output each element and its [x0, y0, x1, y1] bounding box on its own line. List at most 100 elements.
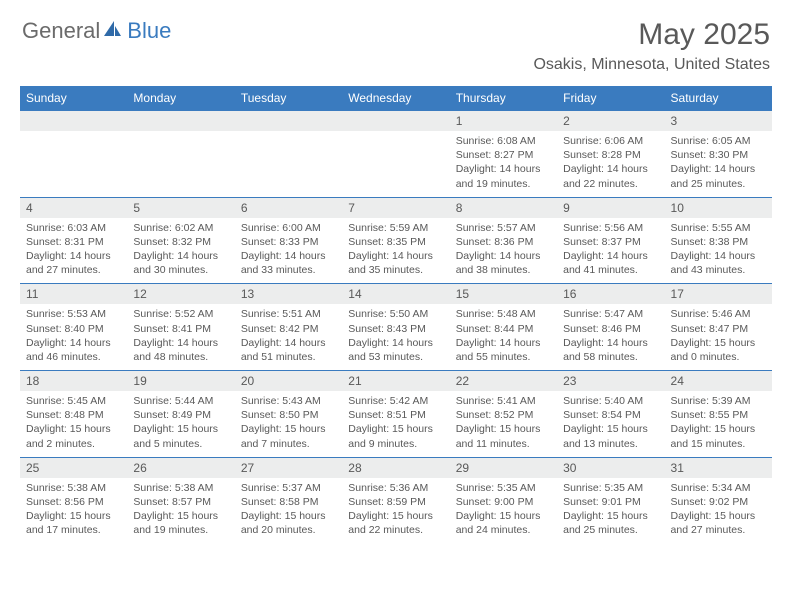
day-detail: Sunrise: 5:44 AMSunset: 8:49 PMDaylight:… [127, 391, 234, 457]
sunset-text: Sunset: 8:41 PM [133, 322, 228, 336]
sunrise-text: Sunrise: 5:37 AM [241, 481, 336, 495]
header: General Blue May 2025 Osakis, Minnesota,… [0, 0, 792, 78]
day-number: 23 [557, 371, 664, 391]
calendar-week-row: 18Sunrise: 5:45 AMSunset: 8:48 PMDayligh… [20, 371, 772, 458]
sunset-text: Sunset: 8:33 PM [241, 235, 336, 249]
calendar-day-cell: 3Sunrise: 6:05 AMSunset: 8:30 PMDaylight… [665, 111, 772, 198]
day-detail: Sunrise: 5:48 AMSunset: 8:44 PMDaylight:… [450, 304, 557, 370]
location-label: Osakis, Minnesota, United States [533, 56, 770, 74]
daylight-text-1: Daylight: 15 hours [671, 509, 766, 523]
day-detail: Sunrise: 6:00 AMSunset: 8:33 PMDaylight:… [235, 218, 342, 284]
day-detail: Sunrise: 6:03 AMSunset: 8:31 PMDaylight:… [20, 218, 127, 284]
sunrise-text: Sunrise: 5:44 AM [133, 394, 228, 408]
daylight-text-1: Daylight: 14 hours [133, 336, 228, 350]
daylight-text-1: Daylight: 15 hours [133, 509, 228, 523]
daylight-text-2: and 43 minutes. [671, 263, 766, 277]
day-number: 30 [557, 458, 664, 478]
daylight-text-2: and 7 minutes. [241, 437, 336, 451]
daylight-text-2: and 9 minutes. [348, 437, 443, 451]
day-number: 13 [235, 284, 342, 304]
logo: General Blue [22, 18, 171, 44]
calendar-day-cell: 27Sunrise: 5:37 AMSunset: 8:58 PMDayligh… [235, 457, 342, 543]
day-number: 31 [665, 458, 772, 478]
sunrise-text: Sunrise: 6:03 AM [26, 221, 121, 235]
daylight-text-1: Daylight: 14 hours [671, 249, 766, 263]
day-detail: Sunrise: 5:51 AMSunset: 8:42 PMDaylight:… [235, 304, 342, 370]
calendar-day-cell: 30Sunrise: 5:35 AMSunset: 9:01 PMDayligh… [557, 457, 664, 543]
calendar-day-cell: 22Sunrise: 5:41 AMSunset: 8:52 PMDayligh… [450, 371, 557, 458]
sunset-text: Sunset: 8:28 PM [563, 148, 658, 162]
day-detail: Sunrise: 5:35 AMSunset: 9:01 PMDaylight:… [557, 478, 664, 544]
sunset-text: Sunset: 8:43 PM [348, 322, 443, 336]
daylight-text-1: Daylight: 14 hours [26, 336, 121, 350]
day-number: 9 [557, 198, 664, 218]
daylight-text-2: and 19 minutes. [456, 177, 551, 191]
day-number: 7 [342, 198, 449, 218]
daylight-text-1: Daylight: 14 hours [563, 336, 658, 350]
sunset-text: Sunset: 8:58 PM [241, 495, 336, 509]
calendar-day-cell: 26Sunrise: 5:38 AMSunset: 8:57 PMDayligh… [127, 457, 234, 543]
day-detail: Sunrise: 5:39 AMSunset: 8:55 PMDaylight:… [665, 391, 772, 457]
day-detail: Sunrise: 5:37 AMSunset: 8:58 PMDaylight:… [235, 478, 342, 544]
daylight-text-1: Daylight: 15 hours [133, 422, 228, 436]
daylight-text-1: Daylight: 15 hours [26, 422, 121, 436]
daylight-text-2: and 55 minutes. [456, 350, 551, 364]
day-detail: Sunrise: 5:57 AMSunset: 8:36 PMDaylight:… [450, 218, 557, 284]
day-number: 4 [20, 198, 127, 218]
day-number: 25 [20, 458, 127, 478]
day-number: 20 [235, 371, 342, 391]
weekday-header-row: Sunday Monday Tuesday Wednesday Thursday… [20, 86, 772, 111]
calendar-day-cell: 10Sunrise: 5:55 AMSunset: 8:38 PMDayligh… [665, 197, 772, 284]
day-number: 3 [665, 111, 772, 131]
sunset-text: Sunset: 9:01 PM [563, 495, 658, 509]
day-detail: Sunrise: 5:53 AMSunset: 8:40 PMDaylight:… [20, 304, 127, 370]
daylight-text-1: Daylight: 14 hours [456, 336, 551, 350]
daylight-text-1: Daylight: 14 hours [563, 162, 658, 176]
calendar-day-cell: 14Sunrise: 5:50 AMSunset: 8:43 PMDayligh… [342, 284, 449, 371]
sunset-text: Sunset: 9:02 PM [671, 495, 766, 509]
day-detail: Sunrise: 6:05 AMSunset: 8:30 PMDaylight:… [665, 131, 772, 197]
calendar-day-cell: 5Sunrise: 6:02 AMSunset: 8:32 PMDaylight… [127, 197, 234, 284]
calendar-day-cell: 29Sunrise: 5:35 AMSunset: 9:00 PMDayligh… [450, 457, 557, 543]
sunrise-text: Sunrise: 5:50 AM [348, 307, 443, 321]
sunset-text: Sunset: 8:49 PM [133, 408, 228, 422]
day-number: 12 [127, 284, 234, 304]
sunrise-text: Sunrise: 5:35 AM [563, 481, 658, 495]
daylight-text-2: and 5 minutes. [133, 437, 228, 451]
day-detail: Sunrise: 5:47 AMSunset: 8:46 PMDaylight:… [557, 304, 664, 370]
calendar-week-row: 1Sunrise: 6:08 AMSunset: 8:27 PMDaylight… [20, 111, 772, 198]
calendar-day-cell: 8Sunrise: 5:57 AMSunset: 8:36 PMDaylight… [450, 197, 557, 284]
daylight-text-2: and 20 minutes. [241, 523, 336, 537]
daylight-text-2: and 25 minutes. [563, 523, 658, 537]
day-number: 22 [450, 371, 557, 391]
day-number: 2 [557, 111, 664, 131]
sunrise-text: Sunrise: 5:43 AM [241, 394, 336, 408]
sunset-text: Sunset: 8:57 PM [133, 495, 228, 509]
sunrise-text: Sunrise: 5:39 AM [671, 394, 766, 408]
sunrise-text: Sunrise: 5:41 AM [456, 394, 551, 408]
daylight-text-1: Daylight: 14 hours [348, 336, 443, 350]
daylight-text-2: and 25 minutes. [671, 177, 766, 191]
page-title: May 2025 [533, 18, 770, 52]
calendar-day-cell: 16Sunrise: 5:47 AMSunset: 8:46 PMDayligh… [557, 284, 664, 371]
day-number: 1 [450, 111, 557, 131]
day-detail: Sunrise: 5:40 AMSunset: 8:54 PMDaylight:… [557, 391, 664, 457]
day-number: 8 [450, 198, 557, 218]
daylight-text-1: Daylight: 14 hours [456, 162, 551, 176]
sunrise-text: Sunrise: 5:38 AM [26, 481, 121, 495]
day-number: 24 [665, 371, 772, 391]
sunset-text: Sunset: 8:46 PM [563, 322, 658, 336]
sunrise-text: Sunrise: 5:57 AM [456, 221, 551, 235]
daylight-text-2: and 2 minutes. [26, 437, 121, 451]
daylight-text-1: Daylight: 14 hours [563, 249, 658, 263]
sunset-text: Sunset: 8:27 PM [456, 148, 551, 162]
sunrise-text: Sunrise: 6:06 AM [563, 134, 658, 148]
calendar-day-cell: 12Sunrise: 5:52 AMSunset: 8:41 PMDayligh… [127, 284, 234, 371]
daylight-text-2: and 48 minutes. [133, 350, 228, 364]
calendar-day-cell: 7Sunrise: 5:59 AMSunset: 8:35 PMDaylight… [342, 197, 449, 284]
daylight-text-2: and 19 minutes. [133, 523, 228, 537]
day-detail: Sunrise: 5:41 AMSunset: 8:52 PMDaylight:… [450, 391, 557, 457]
calendar-day-cell: 15Sunrise: 5:48 AMSunset: 8:44 PMDayligh… [450, 284, 557, 371]
daylight-text-1: Daylight: 14 hours [241, 249, 336, 263]
daylight-text-1: Daylight: 14 hours [456, 249, 551, 263]
